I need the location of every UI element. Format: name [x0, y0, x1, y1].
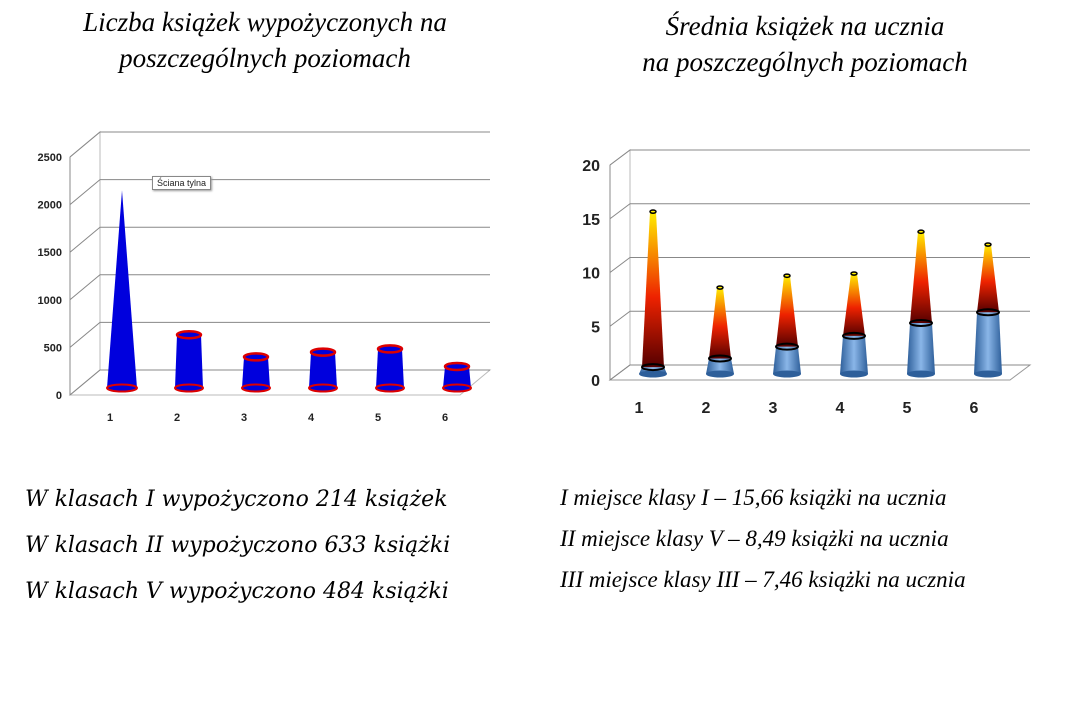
x-tick-label: 3	[241, 412, 247, 424]
y-tick-label: 1000	[38, 295, 62, 307]
bar-lower	[706, 358, 734, 374]
bar-upper	[984, 242, 992, 247]
bar-lower	[773, 370, 801, 378]
right-note: III miejsce klasy III – 7,46 książki na …	[560, 567, 966, 592]
bar-lower	[639, 370, 667, 378]
bar	[443, 366, 471, 388]
bar-lower	[773, 346, 801, 374]
bar-upper	[909, 319, 933, 328]
x-tick-label: 1	[635, 400, 644, 417]
gridline	[69, 131, 490, 158]
bar	[241, 383, 271, 393]
bar-lower	[907, 323, 935, 374]
bar	[107, 190, 137, 388]
chart-tooltip: Ściana tylna	[152, 176, 212, 190]
gridline	[69, 369, 490, 396]
y-tick-label: 1500	[38, 247, 62, 259]
right-title-line-2: na poszczególnych poziomach	[642, 47, 968, 77]
y-tick-label: 5	[591, 319, 600, 336]
y-tick-label: 10	[582, 266, 600, 283]
gridline	[609, 364, 1030, 381]
x-tick-label: 5	[903, 400, 912, 417]
x-tick-label: 4	[308, 412, 315, 424]
x-tick-label: 4	[836, 400, 845, 417]
y-tick-label: 2000	[38, 200, 62, 212]
bar	[442, 383, 472, 393]
gridline	[69, 274, 490, 301]
bar-lower	[840, 335, 868, 374]
bar-lower	[974, 312, 1002, 374]
bar-upper	[917, 229, 925, 235]
y-tick-label: 15	[582, 212, 600, 229]
bar-lower	[706, 370, 734, 378]
x-tick-label: 6	[442, 412, 448, 424]
bar	[175, 329, 203, 340]
left-notes: W klasach I wypożyczono 214 książek W kl…	[25, 480, 525, 618]
side-wall	[69, 130, 101, 397]
x-tick-label: 6	[970, 400, 979, 417]
gridline	[69, 226, 490, 253]
x-tick-label: 3	[769, 400, 778, 417]
left-chart-title: Liczba książek wypożyczonych na poszczeg…	[20, 4, 510, 76]
bar	[376, 344, 404, 354]
gridline	[609, 149, 1030, 166]
bar	[106, 383, 138, 393]
y-tick-label: 500	[44, 342, 62, 354]
bar-upper	[842, 331, 866, 340]
bar	[309, 347, 337, 357]
left-note: W klasach I wypożyczono 214 książek	[25, 487, 448, 512]
bar	[308, 383, 338, 393]
bar-lower	[974, 370, 1002, 378]
bar-upper	[775, 342, 799, 351]
right-notes: I miejsce klasy I – 15,66 książki na ucz…	[560, 482, 1060, 605]
bar	[175, 334, 203, 388]
gridline	[609, 310, 1030, 327]
left-title-line-2: poszczególnych poziomach	[119, 43, 411, 73]
x-tick-label: 5	[375, 412, 381, 424]
right-title-line-1: Średnia książek na ucznia	[665, 11, 945, 41]
x-tick-label: 1	[107, 412, 113, 424]
floor	[608, 364, 1032, 381]
gridline	[609, 203, 1030, 220]
bar-upper	[709, 287, 731, 359]
right-note: I miejsce klasy I – 15,66 książki na ucz…	[560, 485, 947, 510]
bar-upper	[976, 308, 1000, 317]
bar	[174, 383, 204, 393]
bar	[242, 352, 270, 362]
bar-upper	[783, 273, 791, 279]
bar	[376, 348, 404, 388]
right-chart: 0 5 10 15 20 1 2 3 4 5 6	[582, 149, 1032, 417]
x-tick-label: 2	[702, 400, 711, 417]
bar-upper	[642, 211, 664, 368]
gridline	[69, 179, 490, 205]
y-tick-label: 2500	[38, 152, 62, 164]
bar-upper	[843, 273, 865, 336]
bar-upper	[910, 231, 932, 324]
bar-lower	[907, 370, 935, 378]
bar-upper	[708, 354, 732, 363]
bar	[443, 361, 471, 372]
bar-upper	[716, 285, 724, 290]
bar-upper	[641, 363, 665, 372]
bar	[309, 352, 337, 388]
bar-upper	[649, 209, 657, 215]
right-note: II miejsce klasy V – 8,49 książki na ucz…	[560, 526, 949, 551]
bar-upper	[850, 271, 858, 276]
bar-upper	[977, 244, 999, 313]
bar	[375, 383, 405, 393]
left-note: W klasach V wypożyczono 484 książki	[25, 579, 449, 604]
gridline	[69, 321, 490, 348]
right-chart-title: Średnia książek na ucznia na poszczególn…	[545, 8, 1065, 80]
bar-lower	[840, 370, 868, 378]
gridline	[609, 257, 1030, 273]
y-tick-label: 20	[582, 158, 600, 175]
left-chart: 0 500 1000 1500 2000 2500 1 2 3 4 5 6	[38, 130, 492, 424]
x-tick-label: 2	[174, 412, 180, 424]
left-title-line-1: Liczba książek wypożyczonych na	[83, 7, 447, 37]
left-note: W klasach II wypożyczono 633 książki	[25, 533, 451, 558]
bar-upper	[776, 275, 798, 347]
y-tick-label: 0	[56, 390, 62, 402]
y-tick-label: 0	[591, 373, 600, 390]
bar	[242, 356, 270, 388]
